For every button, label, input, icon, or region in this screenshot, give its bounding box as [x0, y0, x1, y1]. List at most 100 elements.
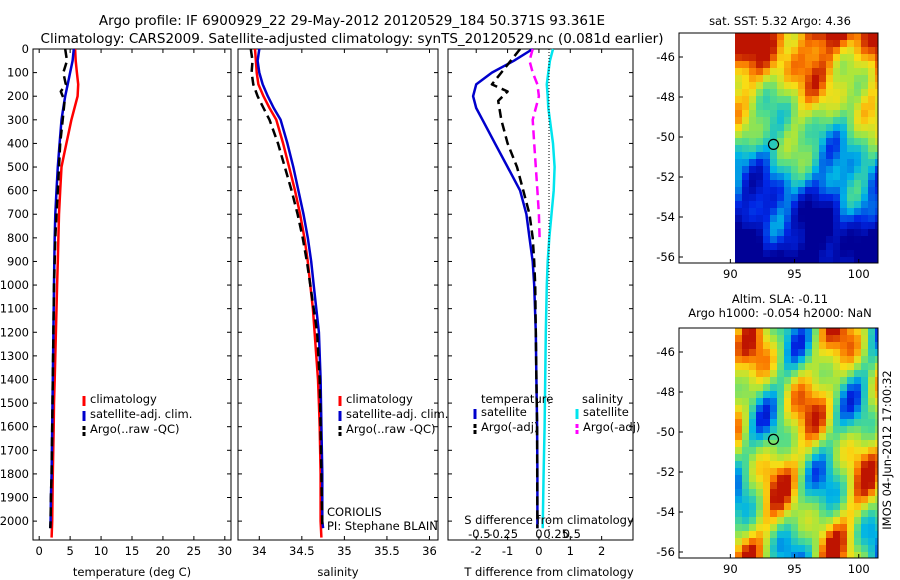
- heatmap-cell: [847, 138, 854, 145]
- heatmap-cell: [812, 405, 819, 412]
- heatmap-cell: [742, 349, 749, 356]
- heatmap-cell: [875, 475, 878, 482]
- map-y-tick-label: -48: [656, 385, 675, 399]
- heatmap-cell: [798, 538, 805, 545]
- heatmap-cell: [805, 342, 812, 349]
- heatmap-cell: [742, 138, 749, 145]
- heatmap-cell: [756, 222, 763, 229]
- heatmap-cell: [742, 187, 749, 194]
- heatmap-cell: [875, 398, 878, 405]
- heatmap-cell: [735, 342, 742, 349]
- heatmap-cell: [735, 250, 742, 257]
- heatmap-cell: [777, 173, 784, 180]
- heatmap-cell: [777, 356, 784, 363]
- heatmap-cell: [742, 447, 749, 454]
- heatmap-cell: [819, 356, 826, 363]
- heatmap-cell: [798, 166, 805, 173]
- heatmap-cell: [833, 215, 840, 222]
- map-y-tick-label: -46: [656, 345, 675, 359]
- heatmap-cell: [875, 215, 878, 222]
- heatmap-cell: [854, 96, 861, 103]
- heatmap-cell: [756, 405, 763, 412]
- heatmap-cell: [798, 152, 805, 159]
- heatmap-cell: [847, 426, 854, 433]
- heatmap-cell: [875, 131, 878, 138]
- heatmap-cell: [777, 482, 784, 489]
- heatmap-cell: [735, 33, 742, 40]
- heatmap-cell: [812, 236, 819, 243]
- heatmap-cell: [875, 517, 878, 524]
- heatmap-cell: [847, 419, 854, 426]
- heatmap-cell: [847, 552, 854, 558]
- heatmap-cell: [742, 531, 749, 538]
- heatmap-cell: [875, 166, 878, 173]
- heatmap-cell: [798, 40, 805, 47]
- heatmap-cell: [763, 538, 770, 545]
- heatmap-cell: [833, 89, 840, 96]
- heatmap-cell: [854, 166, 861, 173]
- heatmap-cell: [735, 82, 742, 89]
- heatmap-cell: [868, 215, 875, 222]
- heatmap-cell: [756, 531, 763, 538]
- x-tick-label: 10: [94, 544, 109, 558]
- heatmap-cell: [868, 412, 875, 419]
- heatmap-cell: [756, 440, 763, 447]
- heatmap-cell: [875, 89, 878, 96]
- heatmap-cell: [763, 461, 770, 468]
- heatmap-cell: [770, 173, 777, 180]
- heatmap-cell: [784, 89, 791, 96]
- heatmap-cell: [784, 496, 791, 503]
- heatmap-cell: [791, 40, 798, 47]
- heatmap-cell: [756, 517, 763, 524]
- heatmap-cell: [798, 173, 805, 180]
- heatmap-cell: [763, 61, 770, 68]
- heatmap-cell: [854, 454, 861, 461]
- heatmap-cell: [875, 243, 878, 250]
- heatmap-cell: [847, 363, 854, 370]
- heatmap-cell: [791, 349, 798, 356]
- heatmap-cell: [826, 222, 833, 229]
- heatmap-cell: [791, 131, 798, 138]
- heatmap-cell: [742, 475, 749, 482]
- x-tick-label: 20: [156, 544, 171, 558]
- x-tick-label: 35.5: [374, 544, 400, 558]
- heatmap-cell: [763, 257, 770, 263]
- heatmap-cell: [756, 461, 763, 468]
- salinity-panel: 34 34.5 35 35.5 36 climatologysatellite-adj. …: [238, 48, 448, 558]
- heatmap-cell: [784, 103, 791, 110]
- heatmap-cell: [770, 33, 777, 40]
- heatmap-cell: [840, 496, 847, 503]
- heatmap-cell: [763, 208, 770, 215]
- heatmap-cell: [742, 468, 749, 475]
- heatmap-cell: [749, 419, 756, 426]
- heatmap-cell: [826, 489, 833, 496]
- sla-map-subtitle: Argo h1000: -0.054 h2000: NaN: [688, 306, 872, 320]
- heatmap-cell: [861, 440, 868, 447]
- heatmap-cell: [861, 524, 868, 531]
- heatmap-cell: [826, 173, 833, 180]
- heatmap-cell: [868, 152, 875, 159]
- heatmap-cell: [861, 257, 868, 263]
- heatmap-cell: [742, 257, 749, 263]
- heatmap-cell: [770, 398, 777, 405]
- heatmap-cell: [812, 524, 819, 531]
- heatmap-cell: [777, 531, 784, 538]
- heatmap-cell: [805, 412, 812, 419]
- heatmap-cell: [777, 222, 784, 229]
- heatmap-cell: [777, 40, 784, 47]
- heatmap-cell: [847, 433, 854, 440]
- heatmap-cell: [826, 482, 833, 489]
- heatmap-cell: [777, 110, 784, 117]
- heatmap-cell: [784, 370, 791, 377]
- x-tick-label: 15: [125, 544, 140, 558]
- heatmap-cell: [833, 391, 840, 398]
- heatmap-cell: [784, 166, 791, 173]
- heatmap-cell: [763, 510, 770, 517]
- heatmap-cell: [749, 40, 756, 47]
- heatmap-cell: [798, 54, 805, 61]
- heatmap-cell: [742, 552, 749, 558]
- heatmap-cell: [826, 405, 833, 412]
- heatmap-cell: [770, 489, 777, 496]
- heatmap-cell: [840, 447, 847, 454]
- heatmap-cell: [847, 236, 854, 243]
